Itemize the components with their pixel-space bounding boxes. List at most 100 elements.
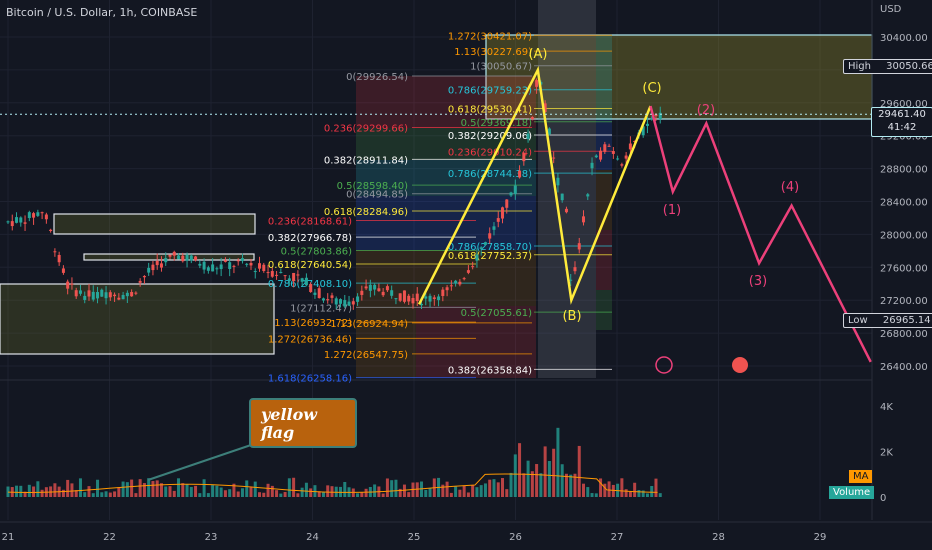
time-tick-label: 23 [205,532,218,543]
candle-body [390,290,394,296]
volume-bar [650,485,654,497]
volume-bar [402,484,406,497]
volume-bar [223,490,227,497]
volume-bar [100,492,104,497]
candle-body [573,267,577,272]
candle-body [74,290,78,297]
fib-label: 0.786(29759.23) [448,86,532,97]
yellow-flag-callout: yellow flag [249,398,357,448]
candle-body [488,233,492,239]
candle-body [223,260,227,262]
candle-body [437,296,441,301]
volume-bar [27,484,31,497]
price-tick-label: 28800.00 [880,165,928,176]
volume-bar [356,493,360,497]
wave-label-1: (1) [663,203,681,218]
wave-label-2: (2) [697,103,715,118]
candle-body [304,277,308,286]
low-price-tag: Low 26965.14 [843,313,932,328]
fib-label: 0.786(28744.38) [448,169,532,180]
fib-label: 0.618(29530.41) [448,105,532,116]
volume-bar [87,486,91,497]
candle-body [96,292,100,299]
volume-indicator-label[interactable]: Volume [829,486,875,499]
candle-body [15,217,19,223]
candle-body [27,212,31,219]
bar-countdown: 41:42 [887,122,917,133]
candle-body [373,284,377,290]
candle-body [83,295,87,300]
fib-label: 0.618(27640.54) [268,260,352,271]
candle-body [70,283,74,285]
volume-bar [125,482,129,497]
candle-body [134,292,138,294]
volume-bar [232,483,236,497]
candle-body [479,247,483,249]
volume-bar [202,479,206,497]
volume-ma-line [7,473,658,493]
volume-bar [599,478,603,497]
fib-label: 1.618(26258.16) [268,374,352,385]
candle-body [151,264,155,271]
fib-label: 0.618(27752.37) [448,251,532,262]
volume-bar [151,481,155,497]
ma-indicator-label[interactable]: MA [849,470,873,483]
candle-body [347,301,351,306]
candle-body [603,144,607,152]
candle-body [475,254,479,261]
fib-label: 0.5(27055.61) [461,308,533,319]
volume-bar [522,473,526,497]
candle-body [505,199,509,208]
volume-bar [168,486,172,497]
volume-bar [70,483,74,497]
candle-body [185,254,189,261]
candle-body [262,264,266,272]
current-price: 29461.40 [878,109,926,120]
candle-body [407,295,411,302]
candle-body [428,295,432,302]
volume-bar [40,489,44,497]
fib-label: 1.13(26924.94) [330,319,408,330]
candlestick-series [6,78,662,310]
candle-body [287,278,291,281]
volume-bar [15,485,19,497]
candle-body [432,297,436,299]
volume-bar [32,486,36,497]
candle-body [23,222,27,224]
candle-body [292,272,296,282]
high-price-tag: High 30050.66 [843,59,932,74]
candle-body [364,286,368,289]
volume-bar [130,479,134,497]
candle-body [113,294,117,297]
candle-body [616,158,620,160]
candle-body [462,278,466,280]
candle-body [202,261,206,270]
candle-body [270,271,274,277]
volume-bar [23,491,27,497]
candle-body [296,274,300,276]
volume-bar [543,446,547,497]
candle-body [49,229,53,231]
candle-body [198,263,202,266]
candle-body [513,185,517,194]
candle-body [339,299,343,304]
price-tick-label: 26800.00 [880,329,928,340]
volume-bar [458,489,462,497]
volume-bar [96,479,100,497]
candle-body [275,274,279,276]
volume-bar [535,464,539,497]
volume-bar [283,492,287,497]
volume-bar [249,487,253,497]
volume-bar [518,443,522,497]
candle-body [245,263,249,265]
volume-bar [6,486,10,497]
rectangle-zones [0,0,873,378]
fib-label: 0.5(28598.40) [337,181,409,192]
low-label: Low [848,315,868,326]
time-tick-label: 25 [408,532,421,543]
volume-bar [594,493,598,497]
volume-bar [91,493,95,497]
volume-bar [326,485,330,497]
volume-bar [505,489,509,497]
